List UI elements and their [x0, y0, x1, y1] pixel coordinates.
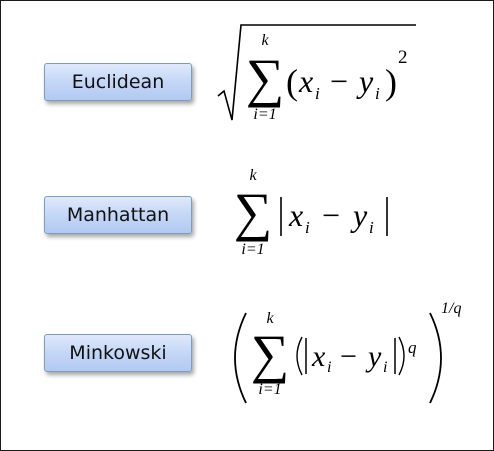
y-subscript: i: [375, 84, 380, 103]
upper-limit: k: [249, 167, 257, 184]
x-subscript: i: [327, 359, 331, 376]
summation-symbol: ∑: [234, 182, 273, 242]
x-subscript: i: [315, 84, 320, 103]
y-variable: y: [365, 340, 382, 373]
manhattan-label: Manhattan: [44, 196, 192, 234]
euclidean-formula: k ∑ i=1 ( x i − y i ) 2: [217, 24, 416, 123]
upper-limit: k: [261, 32, 269, 49]
x-variable: x: [311, 340, 326, 373]
outer-exponent: 1/q: [441, 300, 461, 317]
close-paren: ): [385, 62, 397, 102]
lower-limit: i=1: [241, 241, 264, 258]
square-root-sign: [217, 24, 416, 121]
x-variable: x: [298, 63, 313, 99]
y-subscript: i: [383, 359, 387, 376]
y-variable: y: [356, 63, 374, 99]
minus-sign: −: [330, 63, 348, 99]
minus-sign: −: [322, 197, 340, 233]
lower-limit: i=1: [258, 381, 281, 398]
inner-paren-left: [296, 336, 303, 376]
minkowski-label: Minkowski: [44, 334, 192, 372]
summation-symbol: ∑: [251, 324, 290, 384]
upper-limit: k: [266, 310, 274, 327]
x-variable: x: [288, 197, 303, 233]
outer-paren-left: [234, 312, 247, 404]
euclidean-label: Euclidean: [44, 63, 192, 101]
lower-limit: i=1: [253, 106, 276, 123]
inner-paren-right: [398, 336, 405, 376]
y-variable: y: [350, 197, 368, 233]
minus-sign: −: [340, 340, 357, 373]
manhattan-formula: k ∑ i=1 x i − y i: [234, 167, 388, 258]
minkowski-formula: k ∑ i=1 x i − y i q 1/q: [234, 300, 461, 404]
outer-paren-right: [429, 312, 442, 404]
summation-symbol: ∑: [246, 48, 285, 108]
y-subscript: i: [369, 218, 374, 237]
exponent: 2: [398, 47, 408, 68]
inner-exponent: q: [408, 338, 417, 357]
x-subscript: i: [305, 218, 310, 237]
open-paren: (: [286, 62, 298, 102]
